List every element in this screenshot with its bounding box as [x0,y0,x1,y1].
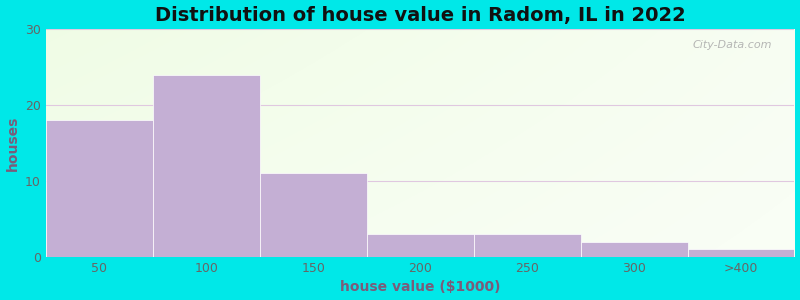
Bar [153,74,260,257]
Text: City-Data.com: City-Data.com [693,40,772,50]
Bar [366,234,474,257]
Bar [260,173,366,257]
Bar [46,120,153,257]
Bar [581,242,687,257]
Bar [687,249,794,257]
Y-axis label: houses: houses [6,115,19,171]
Bar [474,234,581,257]
X-axis label: house value ($1000): house value ($1000) [340,280,500,294]
Title: Distribution of house value in Radom, IL in 2022: Distribution of house value in Radom, IL… [154,6,686,25]
